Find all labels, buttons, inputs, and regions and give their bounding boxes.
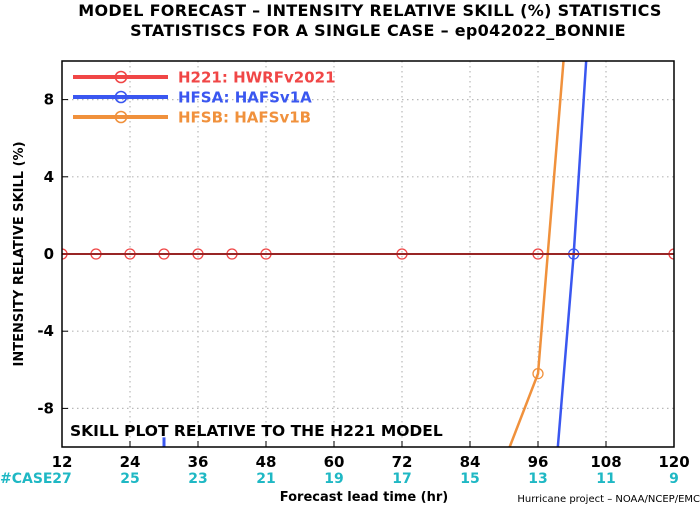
case-count: 13 — [528, 471, 547, 487]
case-label: #CASE — [0, 471, 53, 487]
case-count: 11 — [596, 471, 615, 487]
x-tick-label: 72 — [392, 453, 413, 471]
legend-label: HFSB: HAFSv1B — [178, 109, 311, 127]
case-count: 15 — [460, 471, 479, 487]
credit-text: Hurricane project – NOAA/NCEP/EMC — [517, 494, 700, 505]
case-count: 17 — [392, 471, 411, 487]
legend-swatch-marker — [114, 110, 128, 124]
legend: H221: HWRFv2021 HFSA: HAFSv1A HFSB: HAFSv1… — [73, 69, 336, 127]
legend-swatch-marker — [114, 70, 128, 84]
skill-annotation: SKILL PLOT RELATIVE TO THE H221 MODEL — [70, 422, 443, 440]
x-tick-label: 24 — [120, 453, 141, 471]
chart-subtitle: STATISTISCS FOR A SINGLE CASE – ep042022… — [130, 21, 626, 40]
y-tick-label: -8 — [37, 399, 54, 417]
y-tick-label: 0 — [44, 245, 54, 263]
x-tick-label: 108 — [590, 453, 621, 471]
x-tick-label: 36 — [188, 453, 209, 471]
series-hfsb-point — [532, 368, 544, 380]
y-tick-label: 8 — [44, 91, 54, 109]
case-count: 19 — [324, 471, 343, 487]
legend-label: HFSA: HAFSv1A — [178, 89, 312, 107]
y-tick-label: 4 — [44, 168, 54, 186]
x-axis-label: Forecast lead time (hr) — [280, 490, 448, 505]
y-axis-label: INTENSITY RELATIVE SKILL (%) — [12, 141, 27, 366]
series-hfsb-line — [508, 61, 565, 447]
x-tick-label: 12 — [52, 453, 73, 471]
case-count: 25 — [120, 471, 139, 487]
case-count: 21 — [256, 471, 275, 487]
case-count: 27 — [52, 471, 71, 487]
x-tick-label: 48 — [256, 453, 277, 471]
x-tick-label: 60 — [324, 453, 345, 471]
x-tick-label: 84 — [460, 453, 481, 471]
series-layer — [62, 61, 674, 447]
y-tick-label: -4 — [37, 322, 54, 340]
case-count: 23 — [188, 471, 207, 487]
plot-frame — [61, 60, 675, 448]
series-hfsb — [508, 61, 565, 447]
x-tick-label: 96 — [528, 453, 549, 471]
x-tick-label: 120 — [658, 453, 689, 471]
case-counts: 27 25 23 21 19 17 15 13 11 9 — [52, 471, 679, 487]
case-count: 9 — [669, 471, 679, 487]
legend-swatch-marker — [114, 90, 128, 104]
legend-label: H221: HWRFv2021 — [178, 69, 336, 87]
chart-title: MODEL FORECAST – INTENSITY RELATIVE SKIL… — [78, 1, 661, 20]
